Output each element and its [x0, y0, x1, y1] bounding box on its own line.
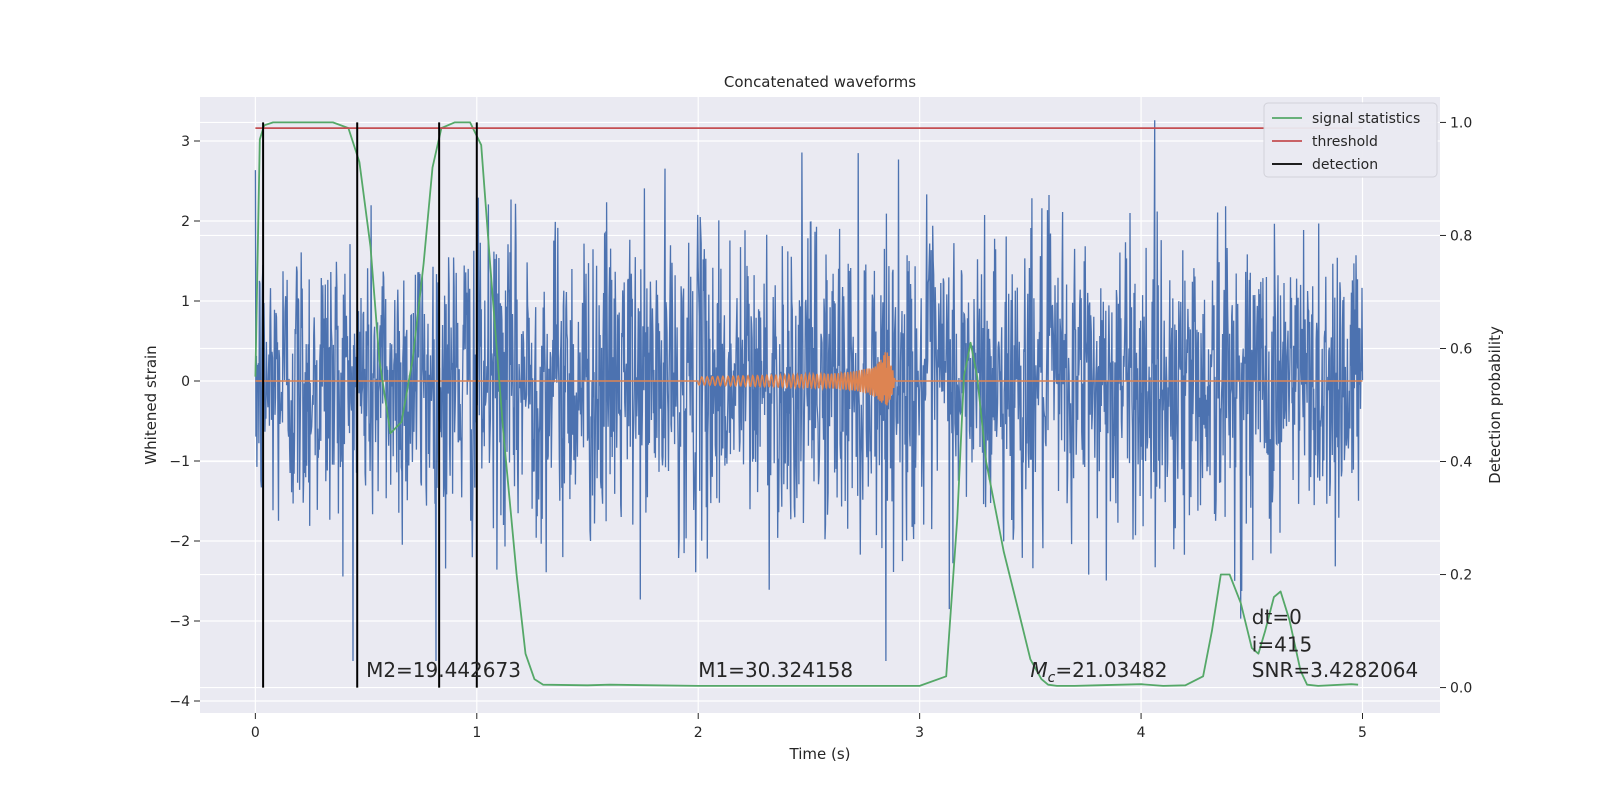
y2-tick-label: 0.4	[1450, 455, 1472, 471]
x-tick-label: 5	[1358, 725, 1367, 741]
y2-tick-label: 1.0	[1450, 115, 1472, 131]
annotation-text: M1=30.324158	[698, 658, 853, 682]
y-tick-label: 0	[181, 374, 190, 390]
legend: signal statistics threshold detection	[1263, 102, 1438, 178]
y-tick-label: 1	[181, 294, 190, 310]
annotations: M2=19.442673 M1=30.324158 Mc=21.03482 dt=0 i…	[366, 605, 1418, 686]
series-layer	[254, 121, 1363, 688]
y-tick-label: −2	[169, 534, 190, 550]
annotation-text: SNR=3.4282064	[1252, 658, 1418, 682]
y2-ticks: 0.0 0.2 0.4 0.6 0.8 1.0	[1440, 115, 1472, 697]
y-tick-label: −4	[169, 694, 190, 710]
legend-box	[1263, 102, 1438, 178]
x-tick-label: 4	[1137, 725, 1146, 741]
annotation-text: dt=0	[1252, 605, 1302, 629]
x-axis-label: Time (s)	[789, 745, 851, 763]
x-tick-label: 2	[694, 725, 703, 741]
y2-tick-label: 0.8	[1450, 228, 1472, 244]
y-tick-label: 3	[181, 134, 190, 150]
y2-tick-label: 0.2	[1450, 568, 1472, 584]
legend-label: detection	[1312, 157, 1378, 173]
y-axis-label: Whitened strain	[142, 345, 160, 464]
chart-title: Concatenated waveforms	[724, 73, 916, 91]
y2-axis-label: Detection probability	[1486, 326, 1504, 484]
annotation-text: i=415	[1252, 632, 1313, 656]
x-tick-label: 1	[472, 725, 481, 741]
legend-label: threshold	[1312, 134, 1378, 150]
x-tick-label: 0	[251, 725, 260, 741]
legend-label: signal statistics	[1312, 111, 1420, 127]
y2-tick-label: 0.6	[1450, 341, 1472, 357]
grid	[200, 97, 1440, 713]
x-tick-label: 3	[915, 725, 924, 741]
y2-tick-label: 0.0	[1450, 681, 1472, 697]
annotation-text: Mc=21.03482	[1030, 658, 1167, 686]
y-ticks: −4 −3 −2 −1 0 1 2 3	[169, 134, 200, 710]
x-ticks: 0 1 2 3 4 5	[251, 713, 1367, 741]
annotation-text: M2=19.442673	[366, 658, 521, 682]
y-tick-label: −3	[169, 614, 190, 630]
y-tick-label: 2	[181, 214, 190, 230]
y-tick-label: −1	[169, 454, 190, 470]
signal-statistics-line	[254, 121, 1359, 687]
